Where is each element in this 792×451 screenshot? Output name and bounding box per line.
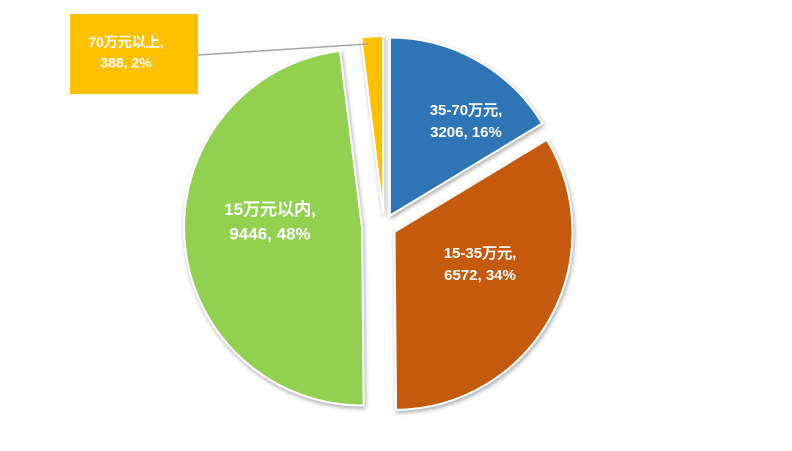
slice-label-line2: 3206, 16% <box>430 124 502 141</box>
slice-data-label: 15-35万元, 6572, 34% <box>444 245 517 284</box>
slice-label-line1: 15万元以内, <box>224 199 316 219</box>
pie-slices <box>183 35 574 411</box>
pie-slice-2 <box>393 138 574 411</box>
slice-label-line2: 9446, 48% <box>229 225 310 244</box>
pie-labels: 35-70万元, 3206, 16% 15-35万元, 6572, 34% 15万元以内… <box>70 14 516 284</box>
slice-label-line1: 15-35万元, <box>444 245 517 262</box>
slice-label-line1: 70万元以上, <box>88 34 163 50</box>
slice-data-label: 35-70万元, 3206, 16% <box>430 102 503 141</box>
pie-slice-4 <box>360 35 385 215</box>
pie-slice-1 <box>388 36 544 218</box>
slice-data-label: 70万元以上, 388, 2% <box>88 34 163 70</box>
slice-data-label: 15万元以内, 9446, 48% <box>224 199 316 244</box>
pie-slice-3 <box>183 49 365 407</box>
slice-label-line1: 35-70万元, <box>430 102 503 119</box>
leader-line <box>197 43 369 56</box>
slice-label-line2: 388, 2% <box>100 54 152 70</box>
slice-label-line2: 6572, 34% <box>444 267 516 284</box>
label-box <box>70 14 198 94</box>
